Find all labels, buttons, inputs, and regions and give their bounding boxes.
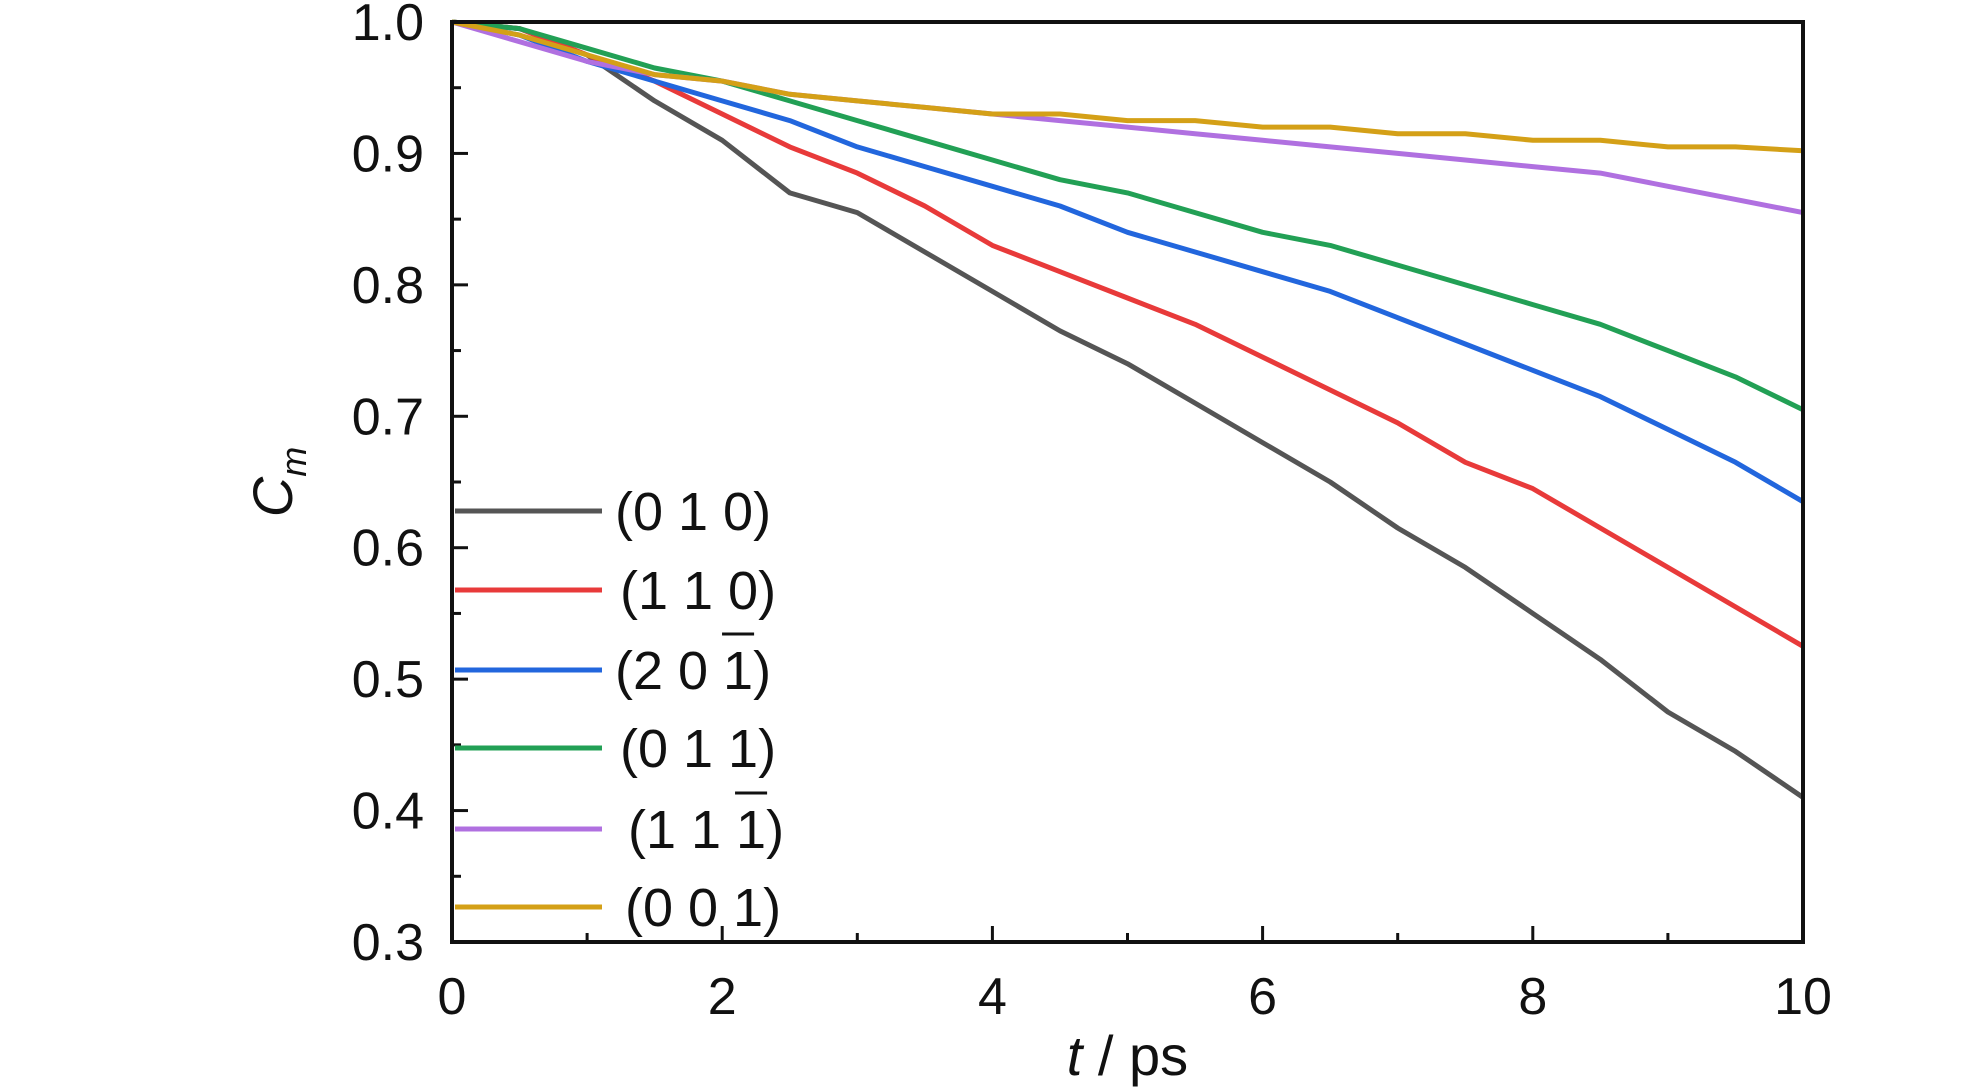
x-tick-label: 2	[708, 968, 737, 1026]
y-axis-subscript: m	[273, 447, 314, 477]
legend-item: (0 1 1)	[455, 719, 776, 779]
x-tick-label: 6	[1248, 968, 1277, 1026]
series-line	[451, 19, 1805, 800]
y-axis-title: Cm	[241, 447, 314, 517]
y-tick-label: 0.4	[352, 783, 424, 841]
series-line	[451, 19, 1805, 504]
legend-label: (0 0 1)	[625, 878, 781, 938]
x-axis-variable: t	[1067, 1024, 1085, 1087]
legend-label: (1 1 0)	[620, 561, 776, 621]
x-tick-label: 8	[1518, 968, 1547, 1026]
y-tick-label: 0.3	[352, 914, 424, 972]
y-tick-label: 0.9	[352, 125, 424, 183]
legend-item: (1 1 0)	[455, 561, 776, 621]
x-axis-title: t / ps	[1067, 1024, 1188, 1087]
y-tick-label: 0.6	[352, 520, 424, 578]
x-axis-unit: / ps	[1082, 1024, 1188, 1087]
legend-item: (0 0 1)	[455, 878, 781, 938]
x-tick-label: 4	[978, 968, 1007, 1026]
x-tick-label: 0	[438, 968, 467, 1026]
series-line	[451, 19, 1805, 649]
ticks-layer: 0 2 4 6 8 10 0.3 0.4 0.5 0.6 0.7 0.8 0.9 1.0	[352, 0, 1832, 1026]
series-line	[451, 19, 1805, 412]
legend-item: (0 1 0)	[455, 482, 771, 542]
x-tick-label: 10	[1774, 968, 1832, 1026]
y-tick-label: 0.7	[352, 388, 424, 446]
legend-label: (0 1 1)	[620, 719, 776, 779]
y-tick-label: 0.8	[352, 257, 424, 315]
legend: (0 1 0) (1 1 0) (2 0 1) (0 1 1) (1 1 1) (0 0 …	[455, 482, 784, 938]
legend-item: (2 0 1)	[455, 632, 771, 701]
series-line	[451, 19, 1804, 216]
y-tick-label: 0.5	[352, 651, 424, 709]
legend-label: (0 1 0)	[615, 482, 771, 542]
series-layer	[451, 19, 1805, 800]
y-tick-label: 1.0	[352, 0, 424, 52]
legend-label: (1 1 1)	[628, 800, 784, 860]
series-line	[451, 19, 1804, 154]
legend-item: (1 1 1)	[455, 791, 784, 860]
legend-label: (2 0 1)	[615, 641, 771, 701]
y-axis-variable: C	[241, 476, 304, 517]
